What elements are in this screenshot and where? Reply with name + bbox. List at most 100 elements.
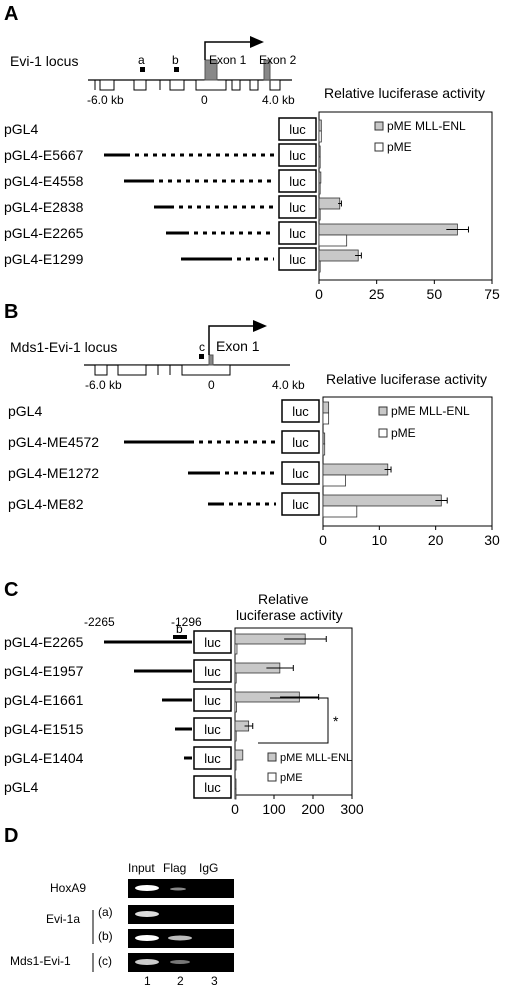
- constructs-c: pGL4-E2265 luc pGL4-E1957 luc pGL4-E1661 luc p…: [4, 630, 232, 799]
- chart-c-title-1: Relative: [258, 591, 309, 607]
- bar-mll-enl: [322, 401, 330, 414]
- legend-label-mll-enl: pME MLL-ENL: [391, 404, 470, 418]
- legend-swatch-pme: [378, 428, 388, 438]
- band-hoxa9-input: [135, 885, 159, 891]
- chart-b: 0 10 20 30 pME MLL-ENL pME: [319, 396, 500, 548]
- panel-letter-d: D: [4, 825, 18, 847]
- x-tick-label: 10: [372, 532, 388, 548]
- tick-right-label: 4.0 kb: [262, 93, 295, 107]
- significance-star: *: [333, 713, 339, 729]
- lane-header-input: Input: [128, 861, 155, 875]
- site-b-c-label: b: [176, 622, 183, 636]
- luc-box: [193, 659, 232, 683]
- bar-pme: [234, 701, 237, 713]
- luc-box: [281, 461, 320, 485]
- tick-right-b-label: 4.0 kb: [272, 378, 305, 392]
- panel-letter-b: B: [4, 301, 18, 323]
- mds1-locus-diagram: [84, 320, 290, 376]
- sub-label-b: (b): [98, 929, 113, 943]
- x-tick-label: 0: [231, 801, 239, 817]
- bar-pme: [234, 730, 237, 742]
- band-hoxa9-flag: [170, 887, 186, 891]
- lane-number-1: 1: [144, 974, 151, 988]
- legend-label-pme: pME: [280, 772, 303, 784]
- luc-box: [281, 399, 320, 423]
- luc-label: luc: [289, 174, 306, 189]
- construct-label: pGL4-ME1272: [8, 465, 99, 481]
- legend-label-pme: pME: [391, 426, 416, 440]
- tick-mid-label: 0: [201, 93, 208, 107]
- panel-letter-c: C: [4, 579, 18, 601]
- legend-swatch-pme: [374, 142, 384, 152]
- bar-mll-enl: [318, 249, 359, 262]
- tick-left-label: -6.0 kb: [87, 93, 124, 107]
- luc-box: [281, 430, 320, 454]
- luc-label: luc: [204, 751, 221, 766]
- evi1-locus-diagram: [88, 36, 292, 91]
- luc-box: [278, 247, 317, 271]
- construct-label: pGL4: [4, 121, 38, 137]
- bar-mll-enl: [318, 223, 458, 236]
- bar-mll-enl: [318, 145, 321, 158]
- bar-pme: [322, 505, 358, 518]
- construct-label: pGL4-ME4572: [8, 434, 99, 450]
- exon1-label: Exon 1: [209, 53, 247, 67]
- legend-swatch-mll-enl: [374, 121, 384, 131]
- bar-mll-enl: [318, 197, 341, 210]
- bar-mll-enl: [318, 119, 322, 132]
- x-tick-label: 30: [484, 532, 500, 548]
- bar-pme: [322, 443, 326, 456]
- luc-label: luc: [289, 226, 306, 241]
- bar-mll-enl: [322, 432, 326, 445]
- bar-pme: [234, 672, 237, 684]
- chart-b-title: Relative luciferase activity: [326, 371, 487, 387]
- construct-label: pGL4-E1515: [4, 721, 84, 737]
- construct-label: pGL4-ME82: [8, 496, 84, 512]
- chart-c: 0 100 200 300 pME MLL-ENL pME *: [231, 627, 364, 817]
- lane-number-2: 2: [177, 974, 184, 988]
- chart-a: 0 25 50 75 pME MLL-ENL pME: [315, 111, 500, 302]
- row-label-mds1evi1: Mds1-Evi-1: [10, 954, 71, 968]
- bar-pme: [318, 208, 321, 221]
- luc-box: [193, 775, 232, 799]
- x-tick-label: 300: [340, 801, 364, 817]
- construct-label: pGL4-E1404: [4, 750, 84, 766]
- bar-pme: [234, 643, 238, 655]
- luc-label: luc: [292, 435, 309, 450]
- luc-label: luc: [289, 200, 306, 215]
- luc-box: [193, 746, 232, 770]
- x-tick-label: 50: [427, 286, 443, 302]
- luc-box: [278, 195, 317, 219]
- band-b-input: [135, 935, 159, 941]
- sub-label-c: (c): [98, 954, 112, 968]
- construct-label: pGL4-E4558: [4, 173, 84, 189]
- legend-swatch-mll-enl: [378, 406, 388, 416]
- luc-box: [278, 117, 317, 141]
- sub-label-a: (a): [98, 905, 113, 919]
- x-tick-label: 0: [319, 532, 327, 548]
- bar-mll-enl: [322, 494, 442, 507]
- pos-right-label: -1296: [171, 615, 202, 629]
- bar-pme: [318, 234, 348, 247]
- luc-box: [278, 143, 317, 167]
- bar-pme: [318, 156, 321, 169]
- luc-box: [278, 221, 317, 245]
- bar-pme: [322, 412, 330, 425]
- lane-header-flag: Flag: [163, 861, 186, 875]
- construct-label: pGL4-E2838: [4, 199, 84, 215]
- construct-label: pGL4: [4, 779, 38, 795]
- tick-left-b-label: -6.0 kb: [85, 378, 122, 392]
- band-b-flag: [168, 935, 192, 941]
- bar-mll-enl: [322, 463, 389, 476]
- luc-box: [193, 717, 232, 741]
- x-tick-label: 200: [301, 801, 325, 817]
- legend-swatch-mll-enl: [267, 752, 277, 762]
- bar-mll-enl: [318, 171, 322, 184]
- legend-label-mll-enl: pME MLL-ENL: [280, 752, 352, 764]
- luc-label: luc: [289, 252, 306, 267]
- luc-label: luc: [204, 635, 221, 650]
- plot-frame: [234, 627, 353, 796]
- bar-pme: [318, 130, 322, 143]
- x-tick-label: 75: [484, 286, 500, 302]
- luc-label: luc: [204, 664, 221, 679]
